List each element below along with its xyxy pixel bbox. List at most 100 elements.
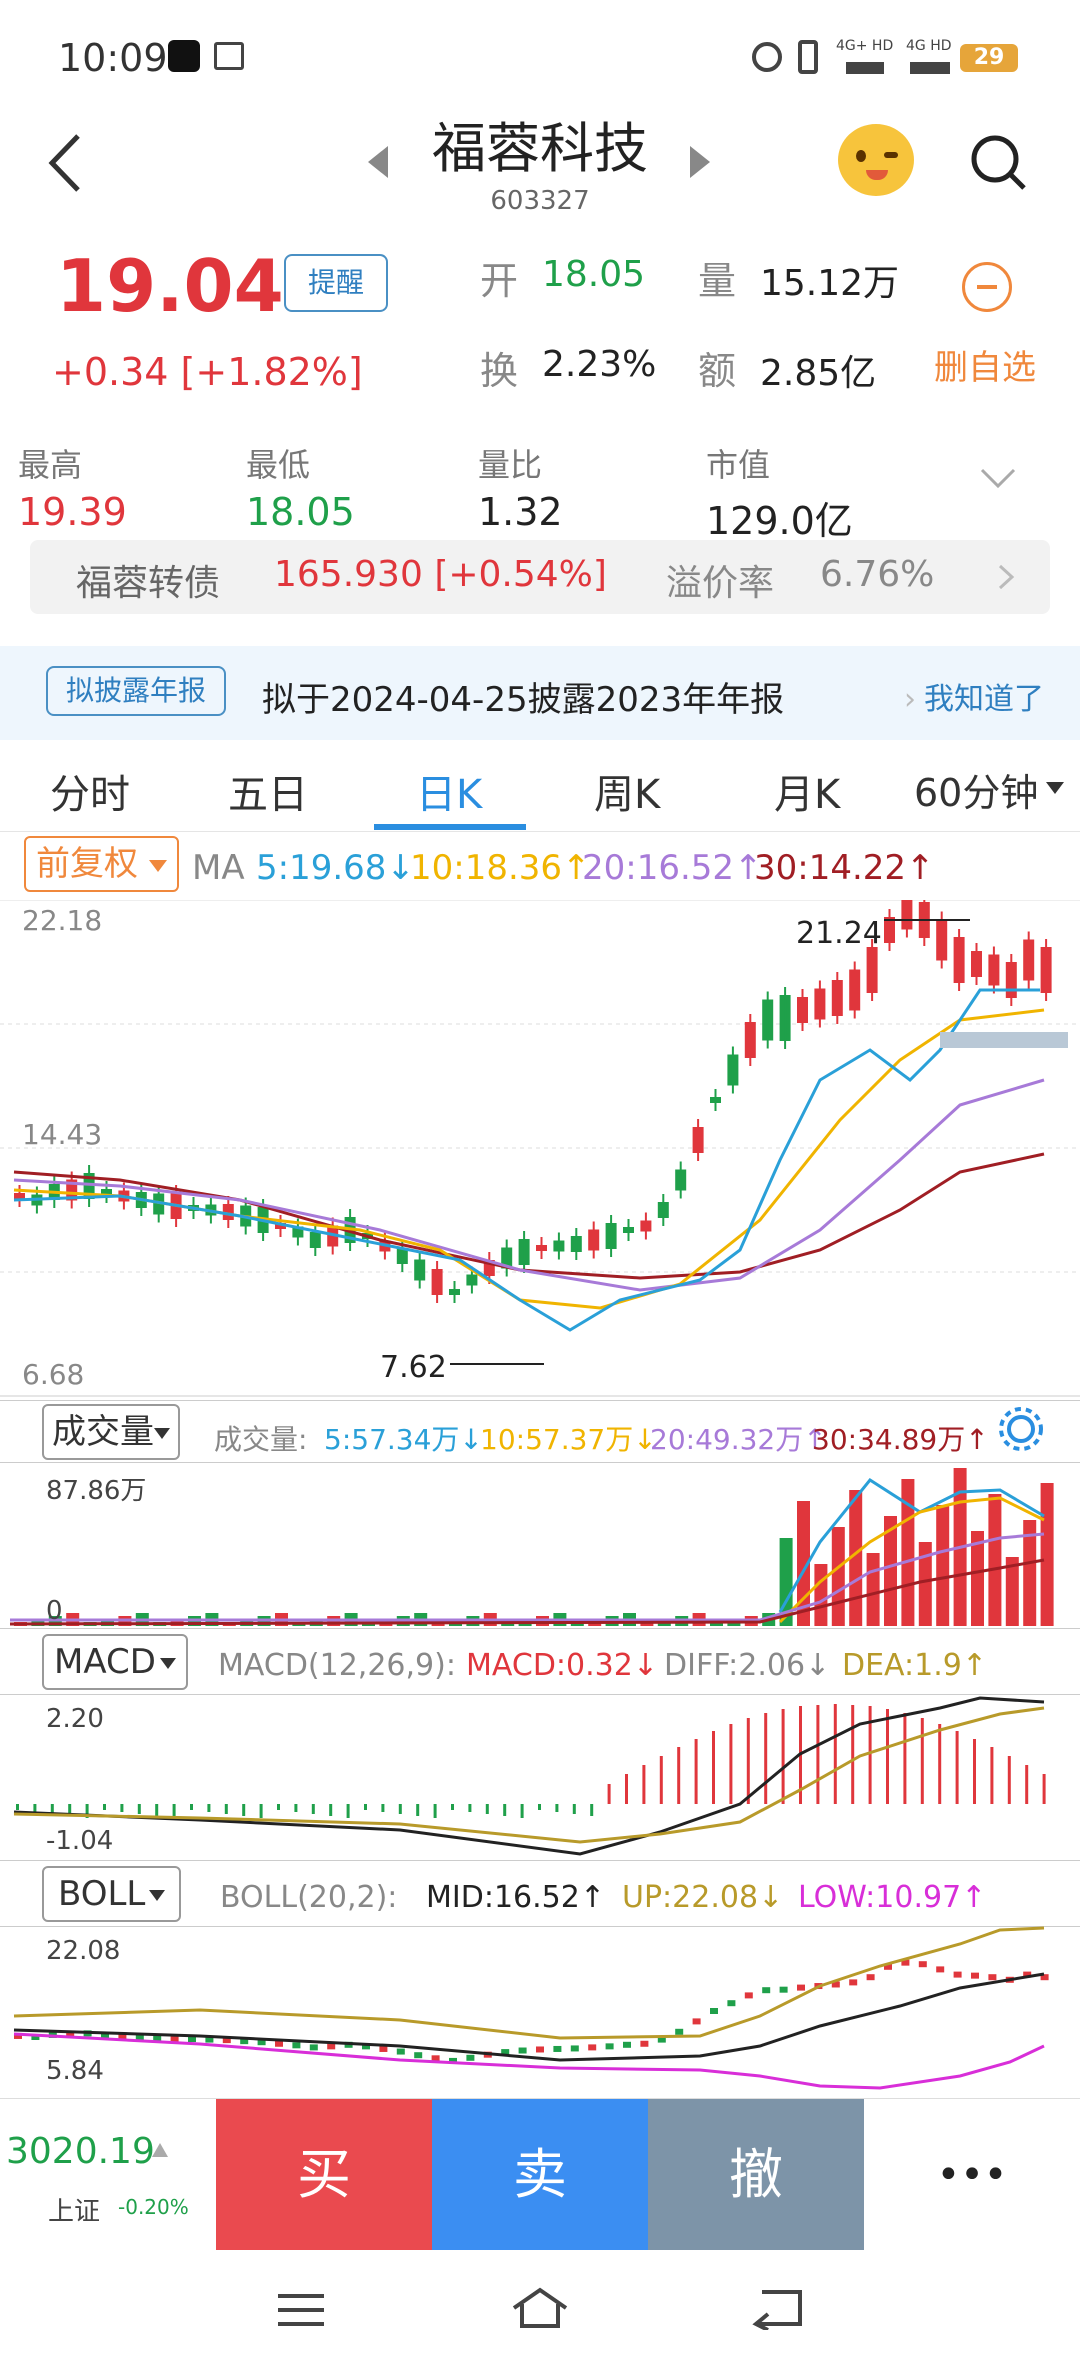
boll-candle <box>153 2035 162 2042</box>
vol30-value: 30:34.89万↑ <box>812 1423 989 1456</box>
macd-value: MACD:0.32↓ <box>466 1648 658 1683</box>
macd-bar <box>50 1804 54 1814</box>
macd-bar <box>903 1713 907 1804</box>
convertible-bond-bar[interactable]: 福蓉转债 165.930 [+0.54%] 溢价率 6.76% <box>30 540 1050 614</box>
cancel-order-button[interactable]: 撤 <box>648 2099 864 2251</box>
volume-bar <box>866 1553 880 1626</box>
volume-bar <box>1023 1520 1037 1626</box>
volume-dropdown-icon <box>154 1428 170 1439</box>
macd-bar <box>224 1804 228 1814</box>
macd-bar <box>764 1713 768 1804</box>
boll-candle <box>188 2036 196 2043</box>
macd-bar <box>520 1804 524 1818</box>
open-value: 18.05 <box>542 254 646 295</box>
remind-button[interactable]: 提醒 <box>284 254 388 312</box>
macd-bar <box>103 1804 106 1810</box>
macd-bar <box>816 1705 820 1804</box>
macd-bar <box>364 1804 367 1810</box>
macd-y-top: 2.20 <box>46 1704 104 1734</box>
vibrate-icon <box>798 40 818 74</box>
search-icon[interactable] <box>968 132 1028 192</box>
ma10-value: 10:18.36↑ <box>410 848 591 888</box>
macd-bar <box>137 1804 141 1814</box>
stat-high-value: 19.39 <box>18 490 127 534</box>
price-change: +0.34 [+1.82%] <box>52 350 363 394</box>
home-icon[interactable] <box>510 2286 570 2330</box>
macd-bar <box>468 1804 472 1812</box>
boll-candle <box>657 2036 666 2043</box>
tab-daily-k[interactable]: 日K <box>416 772 483 818</box>
tab-monthly-k[interactable]: 月K <box>774 772 841 818</box>
macd-bar <box>381 1804 385 1812</box>
volume-label: 量 <box>698 259 737 303</box>
settings-gear-icon[interactable] <box>996 1404 1046 1454</box>
boll-candle <box>292 2042 301 2049</box>
gift-icon <box>214 42 244 70</box>
volume-chart[interactable] <box>0 1462 1080 1628</box>
macd-bar <box>572 1804 576 1814</box>
tab-60min[interactable]: 60分钟 <box>914 771 1039 815</box>
macd-selector[interactable]: MACD <box>42 1634 188 1690</box>
notice-dismiss-button[interactable]: › 我知道了 <box>904 682 1044 717</box>
kline-low-marker: 7.62 <box>380 1350 447 1385</box>
tab-intraday[interactable]: 分时 <box>50 772 130 818</box>
volume-panel-divider <box>0 1400 1080 1401</box>
macd-chart[interactable] <box>0 1694 1080 1860</box>
sell-button[interactable]: 卖 <box>432 2099 648 2251</box>
boll-low-value: LOW:10.97↑ <box>798 1880 987 1915</box>
battery-indicator: 29 <box>960 44 1018 72</box>
macd-selector-label: MACD <box>54 1642 156 1682</box>
remove-watchlist-icon[interactable] <box>962 262 1012 312</box>
back-nav-icon[interactable] <box>752 2286 806 2330</box>
macd-bar <box>920 1718 924 1804</box>
volume-selector[interactable]: 成交量 <box>42 1404 180 1460</box>
boll-candle <box>101 2031 109 2038</box>
boll-selector[interactable]: BOLL <box>42 1866 182 1922</box>
boll-candle <box>901 1959 910 1966</box>
boll-candle <box>640 2040 649 2047</box>
macd-bar <box>886 1709 889 1804</box>
volume-bar <box>570 1622 584 1626</box>
adjust-label: 前复权 <box>36 844 138 884</box>
back-arrow-icon[interactable] <box>40 128 90 198</box>
adjust-selector[interactable]: 前复权 <box>24 836 179 892</box>
boll-candle <box>623 2041 631 2048</box>
tab-five-day[interactable]: 五日 <box>228 772 308 818</box>
boll-chart[interactable] <box>0 1926 1080 2096</box>
volume-value: 15.12万 <box>760 263 900 304</box>
menu-icon[interactable] <box>276 2290 326 2330</box>
index-change: -0.20% <box>118 2195 189 2219</box>
remove-watchlist-button[interactable]: 删自选 <box>934 348 1036 388</box>
index-ticker[interactable]: 3020.19 上证 -0.20% <box>0 2099 216 2251</box>
more-button[interactable]: ••• <box>864 2099 1080 2251</box>
tab-60min-dropdown-icon[interactable] <box>1046 782 1064 794</box>
buy-button[interactable]: 买 <box>216 2099 432 2251</box>
period-tabs: 分时 五日 日K 周K 月K 60分钟 <box>0 740 1080 832</box>
boll-candle <box>570 2045 579 2052</box>
tiktok-icon <box>168 40 200 72</box>
signal-2-icon <box>910 58 950 74</box>
kline-y-top: 22.18 <box>22 904 103 937</box>
kline-high-marker: 21.24 <box>796 916 882 951</box>
boll-candle <box>118 2032 127 2039</box>
macd-diff-line <box>13 1696 1045 1856</box>
macd-bar <box>346 1804 350 1818</box>
notice-banner: 拟披露年报 拟于2024-04-25披露2023年年报 › 我知道了 <box>0 646 1080 740</box>
ma5-line <box>13 988 1040 1332</box>
kline-chart[interactable] <box>0 900 1080 1400</box>
boll-candle <box>501 2049 510 2056</box>
next-stock-arrow-icon[interactable] <box>690 146 710 178</box>
macd-y-bottom: -1.04 <box>46 1826 114 1856</box>
macd-bar <box>677 1747 681 1804</box>
boll-candle <box>66 2031 75 2038</box>
volume-y-top: 87.86万 <box>46 1476 147 1506</box>
volume-y-bottom: 0 <box>46 1596 63 1626</box>
prev-stock-arrow-icon[interactable] <box>368 146 388 178</box>
tab-weekly-k[interactable]: 周K <box>594 772 661 818</box>
macd-bar <box>642 1765 646 1804</box>
mascot-icon[interactable] <box>838 124 914 196</box>
stat-ratio-value: 1.32 <box>478 490 563 534</box>
expand-chevron-icon[interactable] <box>978 466 1018 490</box>
macd-bar <box>1007 1756 1011 1804</box>
boll-candle <box>449 2057 457 2064</box>
